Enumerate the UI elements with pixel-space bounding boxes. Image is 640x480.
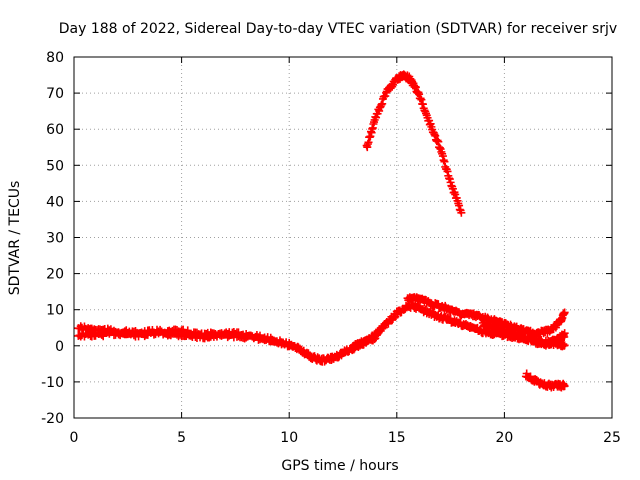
x-axis-label: GPS time / hours	[281, 458, 398, 474]
y-tick-label: 0	[55, 339, 64, 355]
data-point	[560, 329, 569, 338]
series-sat-track-5	[478, 318, 569, 350]
y-tick-label: 30	[46, 231, 64, 247]
x-tick-label: 0	[70, 430, 79, 446]
data-point	[285, 338, 294, 347]
y-tick-label: 60	[46, 122, 64, 138]
data-point	[457, 208, 466, 217]
y-tick-label: 80	[46, 50, 64, 66]
y-axis-label: SDTVAR / TECUs	[7, 181, 23, 296]
x-tick-label: 10	[280, 430, 298, 446]
series-sat-track-2	[74, 322, 294, 350]
chart-title: Day 188 of 2022, Sidereal Day-to-day VTE…	[59, 21, 617, 37]
y-tick-label: 20	[46, 267, 64, 283]
y-tick-label: 70	[46, 86, 64, 102]
y-tick-label: 40	[46, 194, 64, 210]
x-tick-label: 20	[495, 430, 513, 446]
y-tick-label: -20	[41, 411, 64, 427]
data-points	[74, 70, 569, 392]
series-sat-track-6	[362, 70, 466, 217]
axis-ticks: 0 5 10 15 20 25 -20 -10 0 10 20 30 40 50 60 70 80	[41, 50, 621, 446]
x-tick-label: 25	[603, 430, 621, 446]
x-tick-label: 5	[177, 430, 186, 446]
data-point	[560, 308, 569, 317]
x-tick-label: 15	[388, 430, 406, 446]
y-tick-label: 50	[46, 158, 64, 174]
data-point	[560, 341, 569, 350]
grid	[74, 57, 612, 418]
series-sat-track-7	[521, 369, 569, 392]
data-point	[560, 382, 569, 391]
y-tick-label: -10	[41, 375, 64, 391]
y-tick-label: 10	[46, 303, 64, 319]
